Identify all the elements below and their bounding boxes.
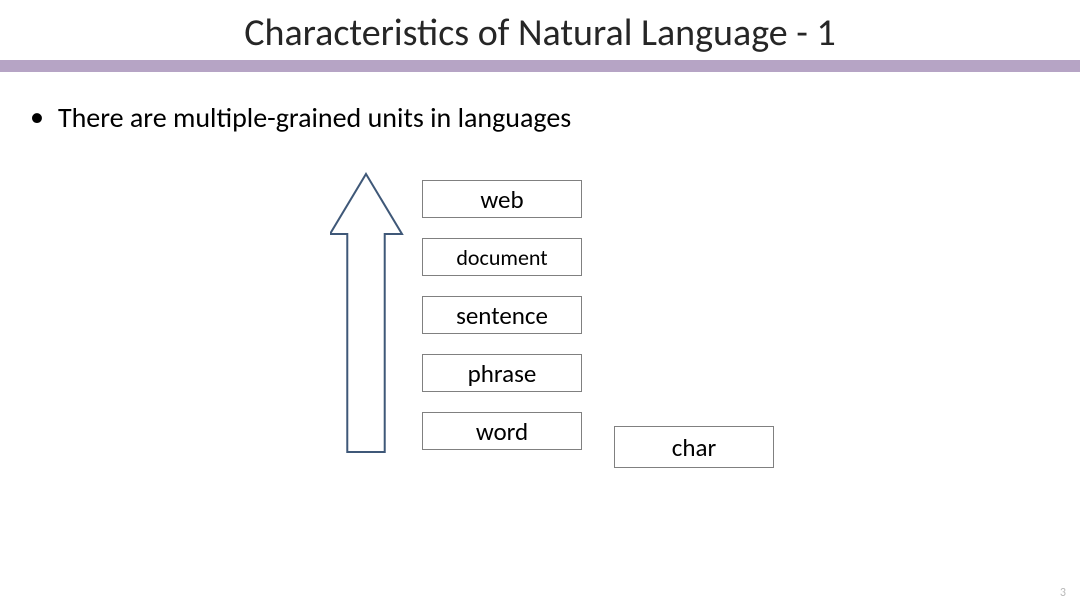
page-number: 3 — [1060, 586, 1066, 600]
unit-box-label: web — [480, 184, 523, 215]
slide-title: Characteristics of Natural Language - 1 — [0, 0, 1080, 68]
bullet-text: There are multiple-grained units in lang… — [58, 100, 571, 135]
unit-box-label: sentence — [456, 300, 548, 331]
unit-box-char: char — [614, 426, 774, 468]
unit-box-word: word — [422, 412, 582, 450]
unit-box-document: document — [422, 238, 582, 276]
unit-box-web: web — [422, 180, 582, 218]
title-underline — [0, 60, 1080, 72]
unit-box-label: word — [476, 416, 528, 447]
unit-box-label: phrase — [468, 358, 537, 389]
bullet-dot-icon: • — [30, 100, 44, 134]
unit-box-sentence: sentence — [422, 296, 582, 334]
bullet-item: • There are multiple-grained units in la… — [30, 100, 571, 135]
hierarchy-diagram: web document sentence phrase word char — [330, 170, 830, 490]
unit-box-phrase: phrase — [422, 354, 582, 392]
unit-box-label: char — [672, 432, 716, 463]
up-arrow-icon — [330, 170, 410, 458]
unit-box-label: document — [456, 244, 547, 271]
